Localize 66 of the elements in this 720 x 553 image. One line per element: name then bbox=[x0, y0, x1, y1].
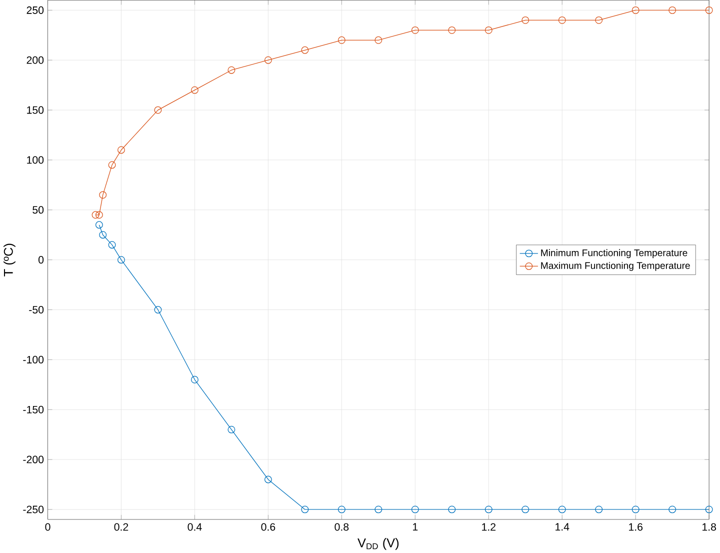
y-tick-label: 150 bbox=[27, 106, 44, 114]
x-tick-label: 0 bbox=[45, 522, 50, 530]
point bbox=[154, 306, 162, 314]
point bbox=[558, 16, 566, 24]
x-tick-label: 1.2 bbox=[482, 522, 496, 530]
point bbox=[301, 46, 309, 54]
y-tick-label: 200 bbox=[26, 56, 44, 64]
y-tick-label: 100 bbox=[27, 156, 44, 164]
point bbox=[264, 476, 272, 483]
point bbox=[484, 26, 492, 34]
point bbox=[99, 190, 107, 198]
y-tick-label: -250 bbox=[23, 505, 44, 513]
y-tick-label: 50 bbox=[32, 206, 44, 214]
x-tick-label: 1.4 bbox=[556, 522, 570, 530]
point bbox=[95, 220, 103, 228]
point bbox=[484, 506, 492, 513]
point bbox=[118, 256, 125, 264]
x-tick-label: 0.4 bbox=[188, 522, 202, 530]
point bbox=[92, 210, 100, 218]
point bbox=[448, 506, 456, 513]
point bbox=[108, 240, 116, 248]
point bbox=[668, 6, 676, 14]
point bbox=[374, 36, 382, 44]
y-tick-label: 250 bbox=[26, 6, 44, 14]
point bbox=[374, 506, 382, 513]
point bbox=[448, 26, 456, 34]
point bbox=[558, 506, 566, 513]
point bbox=[338, 506, 346, 513]
point bbox=[228, 66, 236, 74]
point bbox=[99, 230, 107, 238]
point bbox=[264, 56, 272, 64]
point bbox=[154, 106, 162, 114]
y-tick-label: -200 bbox=[23, 456, 44, 464]
point bbox=[301, 506, 309, 513]
point bbox=[108, 161, 116, 168]
point bbox=[705, 506, 713, 513]
point bbox=[522, 16, 530, 24]
point bbox=[668, 506, 676, 513]
y-tick-label: -50 bbox=[29, 306, 44, 314]
point bbox=[632, 6, 640, 14]
point bbox=[705, 6, 713, 14]
point bbox=[190, 86, 198, 94]
y-tick-label: -150 bbox=[23, 406, 44, 414]
y-tick-label: 0 bbox=[38, 256, 44, 264]
x-tick-label: 0.6 bbox=[261, 522, 276, 530]
point bbox=[338, 36, 346, 44]
x-tick-label: 0.2 bbox=[114, 522, 128, 530]
y-axis-title: T (ºC) bbox=[4, 244, 16, 276]
x-tick-label: 1 bbox=[413, 522, 418, 530]
x-axis-title: V$_{DD}$ (V) bbox=[358, 538, 399, 550]
point bbox=[522, 506, 530, 513]
point bbox=[190, 376, 198, 384]
x-tick-label: 1.6 bbox=[629, 522, 643, 530]
point bbox=[595, 506, 603, 513]
point bbox=[95, 210, 103, 218]
legend-label: Minimum Functioning Temperature bbox=[541, 248, 688, 258]
point bbox=[411, 506, 419, 513]
point bbox=[118, 146, 125, 154]
point bbox=[228, 426, 236, 434]
x-tick-label: 1.8 bbox=[702, 522, 716, 530]
x-tick-label: 0.8 bbox=[334, 522, 349, 530]
point bbox=[411, 26, 419, 34]
y-tick-label: -100 bbox=[23, 356, 44, 364]
legend-label: Maximum Functioning Temperature bbox=[541, 262, 690, 271]
point bbox=[632, 506, 640, 513]
point bbox=[595, 16, 603, 24]
